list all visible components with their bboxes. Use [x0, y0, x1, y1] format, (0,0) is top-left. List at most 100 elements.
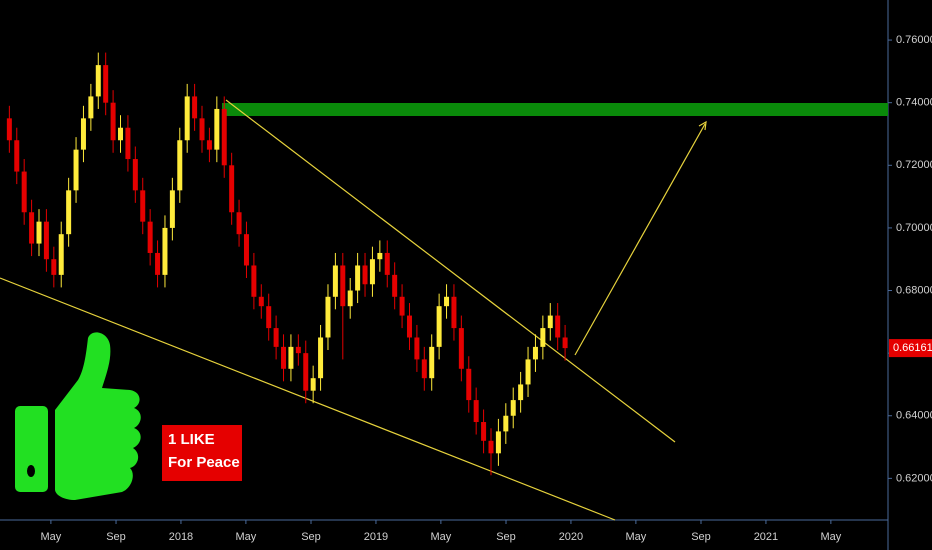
x-tick-label: Sep — [691, 531, 711, 543]
y-tick-label: 0.62000 — [896, 472, 932, 484]
candle-body — [340, 265, 346, 307]
candle-body — [310, 378, 316, 391]
candle-body — [95, 65, 101, 97]
candle-body — [6, 118, 12, 141]
candle-body — [162, 227, 168, 275]
candle-body — [451, 296, 457, 329]
trend-line — [225, 99, 676, 443]
x-tick-label: Sep — [301, 531, 321, 543]
candle-body — [36, 221, 42, 244]
candle-body — [184, 96, 190, 141]
candle-body — [421, 359, 427, 379]
candle-body — [518, 384, 524, 401]
candle-body — [318, 337, 324, 379]
candle-body — [384, 252, 390, 275]
candle-body — [436, 306, 442, 347]
y-tick-label: 0.64000 — [896, 410, 932, 422]
candle-body — [21, 171, 27, 213]
candle-body — [295, 346, 301, 354]
candle-body — [214, 108, 220, 150]
candle-body — [525, 359, 531, 385]
x-tick-label: May — [625, 531, 646, 543]
candle-body — [147, 221, 153, 253]
annotation: 1 LIKE — [168, 431, 215, 448]
candle-body — [66, 190, 72, 235]
candle-body — [466, 368, 472, 401]
candle-body — [132, 159, 138, 191]
candle-body — [458, 328, 464, 369]
candle-body — [281, 346, 287, 369]
candle-body — [377, 252, 383, 260]
candle-body — [392, 274, 398, 297]
candle-body — [473, 400, 479, 423]
x-tick-label: Sep — [496, 531, 516, 543]
candles — [6, 52, 568, 476]
projection-arrow — [574, 123, 706, 356]
candle-body — [532, 346, 538, 360]
candle-body — [140, 190, 146, 222]
x-tick-label: May — [820, 531, 841, 543]
candle-body — [125, 127, 131, 160]
candle-body — [503, 415, 509, 432]
last-price-label: 0.66161 — [893, 342, 932, 354]
candle-body — [562, 337, 568, 349]
x-tick-label: May — [235, 531, 256, 543]
candle-body — [80, 118, 86, 150]
y-tick-label: 0.70000 — [896, 222, 932, 234]
trend-line — [0, 277, 616, 521]
candle-body — [347, 290, 353, 307]
candle-body — [303, 353, 309, 391]
candle-body — [58, 234, 64, 275]
x-tick-label: 2018 — [169, 531, 193, 543]
candle-body — [288, 346, 294, 369]
candle-body — [192, 96, 198, 119]
candle-body — [243, 234, 249, 266]
y-tick-label: 0.68000 — [896, 284, 932, 296]
x-tick-label: May — [41, 531, 62, 543]
arrow-head — [698, 120, 707, 131]
candle-body — [555, 315, 561, 338]
candle-body — [169, 190, 175, 228]
candle-body — [251, 265, 257, 297]
resistance-zone — [222, 103, 888, 116]
candle-body — [177, 140, 183, 191]
candle-body — [206, 140, 212, 150]
x-tick-label: 2019 — [364, 531, 388, 543]
candle-body — [332, 265, 338, 297]
candle-body — [355, 265, 361, 291]
candle-body — [258, 296, 264, 307]
x-tick-label: May — [430, 531, 451, 543]
annotation: For Peace — [168, 454, 240, 471]
candle-body — [414, 337, 420, 360]
thumbs-up-icon — [15, 332, 141, 500]
y-tick-label: 0.76000 — [896, 34, 932, 46]
candle-body — [103, 65, 109, 103]
candle-body — [110, 102, 116, 141]
candle-body — [14, 140, 20, 172]
candle-body — [444, 296, 450, 307]
candle-body — [221, 108, 227, 166]
y-tick-label: 0.74000 — [896, 97, 932, 109]
candle-body — [88, 96, 94, 119]
candle-body — [266, 306, 272, 329]
candle-body — [199, 118, 205, 141]
candle-body — [229, 165, 235, 213]
candle-body — [369, 259, 375, 285]
x-tick-label: Sep — [106, 531, 126, 543]
candle-body — [481, 422, 487, 441]
like-badge — [162, 425, 242, 481]
x-tick-label: 2020 — [559, 531, 583, 543]
y-tick-label: 0.72000 — [896, 159, 932, 171]
candle-body — [399, 296, 405, 316]
candle-body — [362, 265, 368, 285]
candle-body — [510, 400, 516, 416]
candle-body — [29, 212, 35, 244]
candle-body — [429, 346, 435, 379]
candle-body — [118, 127, 124, 141]
candle-body — [236, 212, 242, 235]
candle-body — [73, 149, 79, 191]
candle-body — [547, 315, 553, 329]
candle-body — [51, 259, 57, 275]
